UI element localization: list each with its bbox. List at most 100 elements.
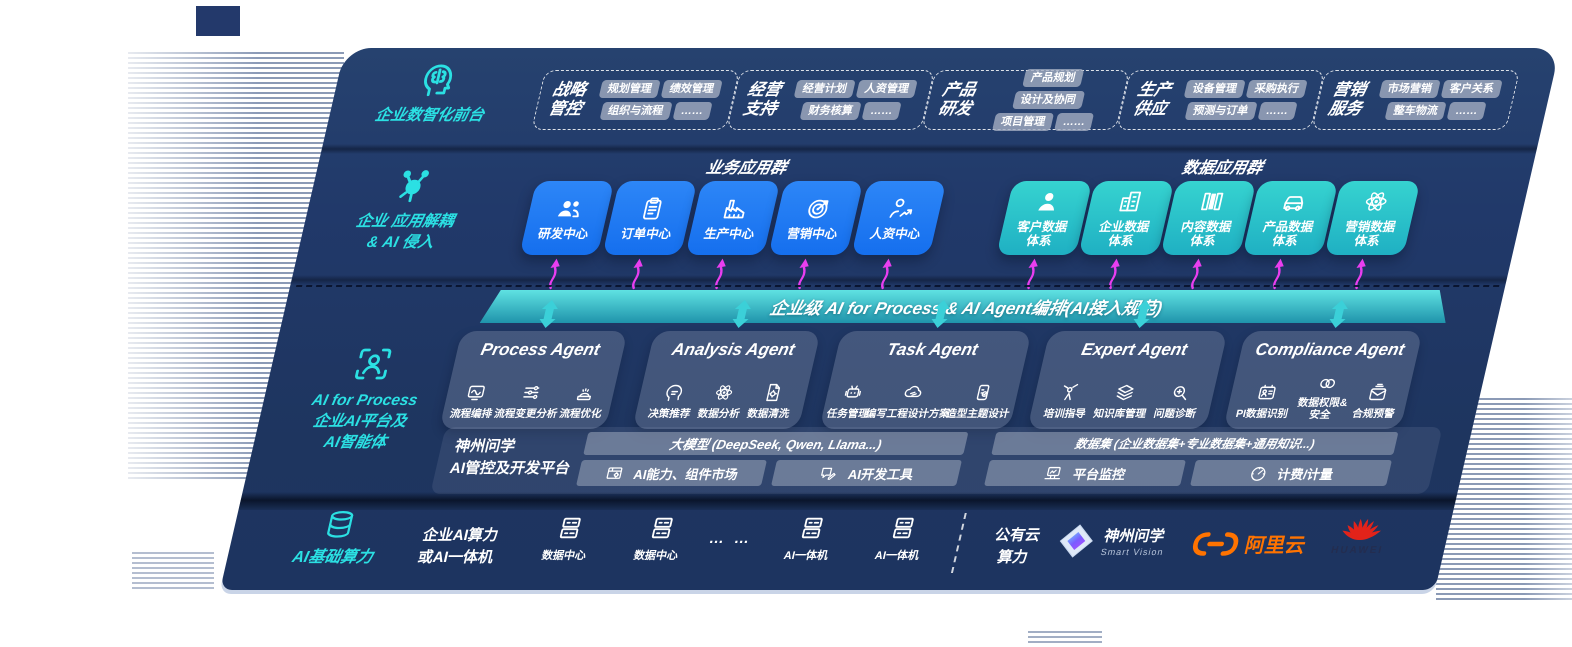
front-group-chips: 经营计划 人资管理 财务核算…… xyxy=(783,79,922,121)
data-system-box: 客户数据体系 xyxy=(996,181,1093,290)
sync-arrow-icon xyxy=(537,300,559,328)
platform-chip-label: AI开发工具 xyxy=(846,466,916,482)
box-label: 生产中心 xyxy=(702,226,756,241)
data-system-box: 营销数据体系 xyxy=(1324,181,1421,290)
agent-capabilities: 培训指导 知识库管理 问题诊断 xyxy=(1029,382,1216,421)
platform-chip-label: 平台监控 xyxy=(1071,466,1128,482)
server-icon xyxy=(795,514,829,542)
flow-arrow-icon xyxy=(1020,256,1044,290)
agent-title: Analysis Agent xyxy=(670,340,797,359)
vendor-huawei: HUAWEI xyxy=(1320,511,1402,556)
layer-edge-shadow xyxy=(320,144,1538,154)
flow-arrow-icon xyxy=(1348,256,1372,290)
flow-arrow-icon xyxy=(874,256,898,290)
agent-capability-label: 数据分析 xyxy=(696,408,742,420)
stripe-decoration-bottom-left xyxy=(132,552,214,590)
box-label: 订单中心 xyxy=(619,226,673,241)
agent-capability: 培训指导 xyxy=(1042,382,1093,421)
front-chip: …… xyxy=(671,102,713,121)
atom-icon xyxy=(1360,188,1393,215)
agent-capabilities: 任务管理 编写工程设计方案 造型主题设计 xyxy=(821,382,1020,421)
enterprise-compute-label: 企业AI算力 或AI一体机 xyxy=(385,525,531,569)
sliders-icon xyxy=(518,382,544,403)
cloud-line2: 算力 xyxy=(995,548,1030,566)
infra-layer-title: AI基础算力 xyxy=(290,549,375,566)
band-title: 企业级 AI for Process & AI Agent编排(AI接入规范) xyxy=(767,299,1165,318)
agent-capability-label: 数据清洗 xyxy=(745,408,791,420)
corner-block-decoration xyxy=(196,6,240,36)
agent-capability: 合规预警 xyxy=(1351,382,1402,421)
ellipsis-text: … … xyxy=(707,530,755,547)
monitor-icon xyxy=(1042,464,1065,483)
platform-chip-label: 计费/计量 xyxy=(1275,466,1335,482)
front-group: 生产供应 设备管理 采购执行 预测与订单…… xyxy=(1116,70,1326,130)
agent-capabilities: PI数据识别 数据权限&安全 合规预警 xyxy=(1225,373,1413,421)
agent-title: Compliance Agent xyxy=(1253,340,1407,359)
front-chip: 绩效管理 xyxy=(660,79,723,98)
platform-label-line1: 神州问学 xyxy=(453,438,518,455)
vendor-text: 神州问学 Smart Vision xyxy=(1100,525,1170,557)
front-group: 营销服务 市场营销 客户关系 整车物流…… xyxy=(1311,70,1521,130)
agent-box: Expert Agent 培训指导 知识库管理 问题诊断 xyxy=(1027,300,1228,429)
front-group-title: 战略管控 xyxy=(546,81,589,118)
business-boxes-row: 研发中心 订单中心 生产中心 营销中心 人资中心 xyxy=(519,181,952,290)
agent-box: Analysis Agent 决策推荐 数据分析 数据清洗 xyxy=(632,300,821,429)
infra-node-label: AI一体机 xyxy=(782,550,830,562)
front-group-title: 生产供应 xyxy=(1131,81,1174,118)
front-group: 经营支持 经营计划 人资管理 财务核算…… xyxy=(726,70,936,130)
building-icon xyxy=(1114,188,1147,215)
business-center-box: 生产中心 xyxy=(685,181,781,290)
box-label: 营销中心 xyxy=(785,226,839,241)
front-chip: 采购执行 xyxy=(1245,79,1308,98)
flow-arrow-icon xyxy=(791,256,815,290)
molecule-icon xyxy=(388,164,440,206)
ai-layer-label: AI for Process 企业AI平台及 AI智能体 xyxy=(263,343,467,454)
books-icon xyxy=(1196,188,1229,215)
agent-capabilities: 决策推荐 数据分析 数据清洗 xyxy=(634,382,809,421)
car-icon xyxy=(1278,188,1311,215)
design-icon xyxy=(970,382,996,403)
diagnose-icon xyxy=(1167,382,1193,403)
agent-capability-label: 培训指导 xyxy=(1042,408,1087,420)
platform-chip: AI开发工具 xyxy=(771,460,963,486)
front-chip: 设计及协同 xyxy=(1011,90,1085,110)
gauge-icon xyxy=(1247,464,1270,483)
huawei-logo-icon xyxy=(1338,511,1387,543)
agent-capability-label: 问题诊断 xyxy=(1152,408,1198,420)
agent-capability: 流程编排 xyxy=(448,382,499,421)
platform-right-chips: 平台监控 计费/计量 xyxy=(984,460,1393,486)
agent-capability: PI数据识别 xyxy=(1234,382,1295,421)
infra-node-label: 数据中心 xyxy=(632,550,680,562)
agent-box: Process Agent 流程编排 流程变更分析 流程优化 xyxy=(439,300,628,429)
person-icon xyxy=(1032,188,1065,215)
vendor-name: 阿里云 xyxy=(1242,535,1308,557)
front-chip: 人资管理 xyxy=(855,79,918,98)
flow-arrow-icon xyxy=(542,256,566,290)
front-chip: 财务核算 xyxy=(799,102,862,121)
front-chip: …… xyxy=(1053,113,1095,132)
vendor-name: 神州问学 xyxy=(1102,528,1167,545)
agent-capability: 知识库管理 xyxy=(1092,382,1154,421)
compute-line2: 或AI一体机 xyxy=(416,548,496,566)
team-icon xyxy=(553,195,586,222)
ai-layer-title-line3: AI智能体 xyxy=(322,433,389,451)
compute-line1: 企业AI算力 xyxy=(421,527,501,544)
business-center-box: 营销中心 xyxy=(768,181,864,290)
front-chip: 客户关系 xyxy=(1440,79,1503,98)
platform-left-chips: AI能力、组件市场 AI开发工具 xyxy=(576,460,963,486)
front-chip: …… xyxy=(861,102,902,121)
layer-edge-shadow xyxy=(290,275,1508,285)
shenzhou-wenxue-logo-icon xyxy=(1053,522,1100,560)
agent-capability: 流程优化 xyxy=(558,382,609,421)
data-system-box: 产品数据体系 xyxy=(1242,181,1339,290)
infra-layer-label: AI基础算力 xyxy=(265,508,409,569)
dataset-bar: 数据集 (企业数据集+专业数据集+通用知识...) xyxy=(991,432,1399,455)
front-chip: 规划管理 xyxy=(598,79,661,98)
factory-icon xyxy=(719,195,752,222)
front-group-title: 产品研发 xyxy=(936,81,979,118)
front-group: 战略管控 规划管理 绩效管理 组织与流程…… xyxy=(531,70,741,130)
vendor-subtitle: Smart Vision xyxy=(1099,547,1165,557)
rings-icon xyxy=(1314,373,1340,394)
flow-arrow-icon xyxy=(1184,256,1208,290)
